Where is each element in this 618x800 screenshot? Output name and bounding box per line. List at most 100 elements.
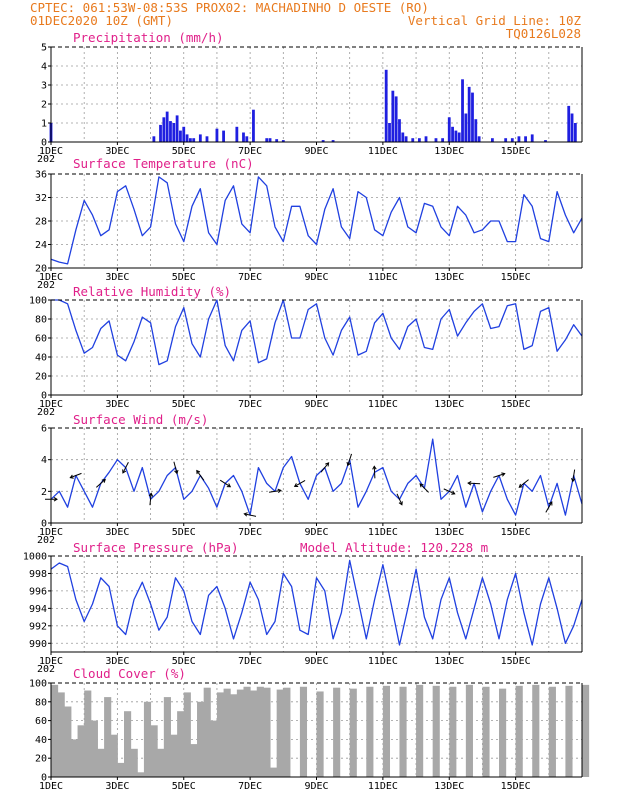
precip-title: Precipitation (mm/h) <box>73 30 224 45</box>
pressure-y-tick-label: 992 <box>29 621 47 632</box>
cloud-bar <box>110 734 118 777</box>
precip-bar <box>268 138 272 142</box>
plots-layer: 0 1 2 3 4 5 1DEC 3DEC 5DEC 7DEC 9DEC 11DEC 13DEC 15DE… <box>23 43 590 792</box>
cloud-bar <box>230 694 238 777</box>
wind-title: Surface Wind (m/s) <box>73 412 208 427</box>
precip-bar <box>504 138 508 142</box>
wind-arrow-head <box>518 483 523 488</box>
wind-x-tick-label: 13DEC <box>434 527 464 538</box>
cloud-y-tick-label: 20 <box>35 754 47 765</box>
wind-arrow-head <box>501 472 506 477</box>
wind-arrow-head <box>226 483 232 488</box>
precip-y-tick-label: 1 <box>41 119 47 130</box>
cloud-bar <box>366 686 374 777</box>
precip-bar <box>573 123 577 142</box>
cloud-bar <box>163 697 171 777</box>
cloud-bar <box>177 711 185 777</box>
precip-x-tick-label: 3DEC <box>105 146 129 157</box>
cloud-bar <box>548 686 556 777</box>
wind-x-tick-label: 3DEC <box>105 527 129 538</box>
precip-bar <box>461 79 464 142</box>
precip-bar <box>152 136 156 142</box>
wind-arrow-head <box>419 483 424 488</box>
wind-y-tick-label: 4 <box>41 455 47 466</box>
temp-x-tick-label: 9DEC <box>304 272 328 283</box>
wind-arrow <box>347 453 353 466</box>
wind-arrow-head <box>196 469 201 475</box>
cloud-x-tick-label: 11DEC <box>368 781 398 792</box>
pressure-y-tick-label: 996 <box>29 586 47 597</box>
precip-bar <box>471 92 474 142</box>
precip-bar <box>530 134 534 142</box>
precip-bar <box>464 113 468 142</box>
precip-bar <box>265 138 269 142</box>
temp-series-line <box>50 176 583 265</box>
wind-y-tick-label: 6 <box>41 424 47 435</box>
wind-arrow-head <box>174 469 179 475</box>
cloud-bar <box>84 690 92 777</box>
cloud-x-tick-label: 15DEC <box>501 781 531 792</box>
cloud-bar <box>465 684 473 777</box>
precip-bar <box>424 136 428 142</box>
cloud-bar <box>143 701 152 777</box>
cloud-bar <box>283 687 291 777</box>
precip-bar <box>175 115 179 142</box>
cloud-bar <box>499 688 507 777</box>
wind-arrow-head <box>372 465 377 470</box>
humidity-x-tick-label: 13DEC <box>434 399 464 410</box>
pressure-x-tick-label: 13DEC <box>434 656 464 667</box>
cloud-y-tick-label: 0 <box>41 773 47 784</box>
humidity-y-tick-label: 20 <box>35 372 47 383</box>
temp-x-tick-label: 13DEC <box>434 272 464 283</box>
cloud-bar <box>104 697 112 777</box>
humidity-y-tick-label: 40 <box>35 353 47 364</box>
precip-bar <box>544 140 547 142</box>
precip-bar <box>321 140 325 142</box>
precip-bar <box>404 136 408 142</box>
wind-arrow <box>518 479 529 488</box>
pressure-x-tick-label: 1DEC <box>39 656 63 667</box>
humidity-x-tick-label: 11DEC <box>368 399 398 410</box>
cloud-bar <box>532 684 540 777</box>
wind-y-tick-label: 0 <box>41 519 47 530</box>
temp-y-tick-label: 20 <box>35 264 47 275</box>
wind-arrow-head <box>398 501 403 506</box>
temp-x-tick-label: 5DEC <box>172 272 196 283</box>
cloud-bar <box>51 684 59 777</box>
humidity-x-tick-label: 1DEC <box>39 399 63 410</box>
cloud-bar <box>157 748 165 777</box>
precip-y-tick-label: 4 <box>41 62 47 73</box>
cloud-x-tick-label: 13DEC <box>434 781 464 792</box>
cloud-bar <box>90 720 98 777</box>
wind-x-tick-label: 9DEC <box>304 527 328 538</box>
humidity-y-tick-label: 80 <box>35 315 47 326</box>
cloud-bar <box>482 686 490 777</box>
precip-bar <box>215 128 219 142</box>
wind-arrow <box>443 488 455 495</box>
precip-x-tick-label: 13DEC <box>434 146 464 157</box>
wind-series-line <box>50 438 583 516</box>
cloud-bar <box>190 744 198 777</box>
cloud-bar <box>170 734 178 777</box>
cloud-bar <box>582 684 590 777</box>
precip-bar <box>417 138 421 142</box>
precip-bar <box>235 126 239 142</box>
cloud-bar <box>449 686 457 777</box>
humidity-y-tick-label: 0 <box>41 391 47 402</box>
precip-bar <box>570 113 574 142</box>
precip-bar <box>245 136 249 142</box>
precip-bar <box>384 69 388 142</box>
cloud-bar <box>236 689 244 777</box>
precip-bar <box>198 134 202 142</box>
pressure-x-tick-label: 7DEC <box>238 656 262 667</box>
pressure-series-line <box>50 559 583 646</box>
cloud-bar <box>216 692 225 777</box>
header-line1: CPTEC: 061:53W-08:53S PROX02: MACHADINHO… <box>30 0 429 15</box>
wind-arrow <box>294 479 306 487</box>
cloud-bar <box>256 686 264 777</box>
wind-arrow-head <box>293 483 299 487</box>
precip-bar <box>275 139 279 142</box>
cloud-bar <box>316 691 324 777</box>
pressure-x-tick-label: 5DEC <box>172 656 196 667</box>
